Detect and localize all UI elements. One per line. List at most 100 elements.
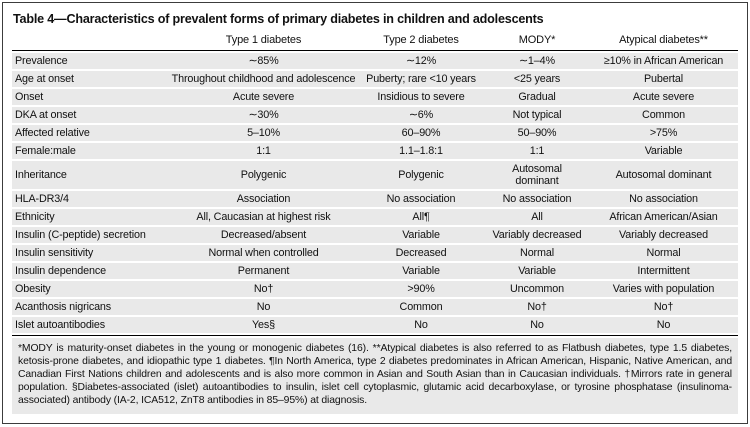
table-cell: ∼1–4% [519, 54, 555, 67]
table-row: DKA at onset ∼30% ∼6% Not typical Common [12, 107, 738, 123]
table-cell: Varies with population [612, 282, 715, 295]
table-cell: No [530, 318, 544, 331]
table-cell: Acute severe [632, 90, 695, 103]
table-cell: Yes§ [251, 318, 276, 331]
table-cell: ∼12% [405, 54, 437, 67]
table-cell: Throughout childhood and adolescence [171, 72, 356, 85]
table-cell: Variable [518, 264, 556, 277]
table-cell: No association [502, 192, 572, 205]
table-row: Ethnicity All, Caucasian at highest risk A… [12, 209, 738, 225]
table-cell: Acute severe [232, 90, 295, 103]
table-cell: All [531, 210, 543, 223]
row-label: Insulin sensitivity [15, 246, 94, 259]
table-cell: No association [629, 192, 698, 205]
table-row: Acanthosis nigricans No Common No† No† [12, 299, 738, 315]
table-row: Insulin dependence Permanent Variable Varia… [12, 263, 738, 279]
row-label: Affected relative [15, 126, 90, 139]
table-cell: No association [386, 192, 456, 205]
table-cell: >75% [649, 126, 678, 139]
row-label: DKA at onset [15, 108, 77, 121]
table-cell: Permanent [237, 264, 290, 277]
table-row: Insulin (C-peptide) secretion Decreased/a… [12, 227, 738, 243]
table-cell: Autosomal dominant [512, 162, 562, 187]
table-row: Prevalence ∼85% ∼12% ∼1–4% ≥10% in African A… [12, 53, 738, 69]
table-cell: Normal [520, 246, 554, 259]
table-row: Age at onset Throughout childhood and ado… [12, 71, 738, 87]
row-label: Islet autoantibodies [15, 318, 106, 331]
table-cell: Variable [644, 144, 683, 157]
table-cell: 1:1 [256, 144, 271, 157]
table-row: Inheritance Polygenic Polygenic Autosomal d… [12, 161, 738, 189]
table-row: Female:male 1:1 1.1–1.8:1 1:1 Variable [12, 143, 738, 159]
table-cell: 1:1 [529, 144, 545, 157]
row-label: Age at onset [15, 72, 74, 85]
table-cell: 50–90% [517, 126, 557, 139]
table-cell: ∼30% [248, 108, 279, 121]
table-cell: No [256, 300, 271, 313]
row-label: HLA-DR3/4 [15, 192, 69, 205]
table-cell: Common [399, 300, 443, 313]
column-header-atypical: Atypical diabetes** [619, 34, 708, 46]
table-cell: Gradual [518, 90, 556, 103]
table-cell: >90% [407, 282, 435, 295]
column-header-type2: Type 2 diabetes [383, 34, 459, 46]
table-cell: Puberty; rare <10 years [366, 72, 476, 85]
table-title: Table 4—Characteristics of prevalent for… [13, 12, 544, 26]
table-cell: ∼6% [408, 108, 434, 121]
table-body: Prevalence ∼85% ∼12% ∼1–4% ≥10% in African A… [12, 53, 738, 333]
table-cell: Decreased [395, 246, 447, 259]
row-label: Insulin (C-peptide) secretion [15, 228, 146, 241]
table-cell: No† [527, 300, 547, 313]
table-cell: No† [653, 300, 674, 313]
table-cell: Insidious to severe [377, 90, 465, 103]
column-header-type1: Type 1 diabetes [225, 34, 302, 46]
table-cell: Autosomal dominant [615, 168, 712, 181]
table-cell: Decreased/absent [220, 228, 307, 241]
row-label: Inheritance [15, 168, 67, 181]
table-cell: <25 years [513, 72, 561, 85]
table-cell: No [414, 318, 428, 331]
row-label: Female:male [15, 144, 76, 157]
table-cell: Association [236, 192, 291, 205]
row-label: Onset [15, 90, 44, 103]
table-cell: Common [642, 108, 685, 121]
column-header-mody: MODY* [518, 34, 556, 46]
table-cell: Variably decreased [492, 228, 582, 241]
row-label: Obesity [15, 282, 51, 295]
table-cell: Polygenic [398, 168, 444, 181]
table-cell: Normal [646, 246, 681, 259]
table-row: Insulin sensitivity Normal when controlle… [12, 245, 738, 261]
table-cell: Pubertal [643, 72, 683, 85]
table-header-row: Type 1 diabetes Type 2 diabetes MODY* At… [12, 34, 738, 51]
table-row: Onset Acute severe Insidious to severe Grad… [12, 89, 738, 105]
row-label: Prevalence [15, 54, 68, 67]
table-cell: Intermittent [637, 264, 690, 277]
table-row: Obesity No† >90% Uncommon Varies with popula… [12, 281, 738, 297]
table-cell: Normal when controlled [208, 246, 319, 259]
table-cell: 60–90% [401, 126, 441, 139]
table-row: Islet autoantibodies Yes§ No No No [12, 317, 738, 333]
table-cell: ∼85% [248, 54, 279, 67]
table-cell: Uncommon [509, 282, 564, 295]
table-cell: Polygenic [240, 168, 287, 181]
table-cell: 5–10% [247, 126, 280, 139]
row-label: Acanthosis nigricans [15, 300, 112, 313]
row-label: Insulin dependence [15, 264, 106, 277]
footnote-divider [12, 335, 738, 336]
table-row: HLA-DR3/4 Association No association No ass… [12, 191, 738, 207]
table-cell: Variable [402, 228, 440, 241]
table-cell: 1.1–1.8:1 [399, 144, 443, 157]
table-cell: No† [253, 282, 274, 295]
table-cell: All¶ [412, 210, 430, 223]
table-cell: ≥10% in African American [603, 54, 724, 67]
table-cell: Variable [402, 264, 440, 277]
table-cell: All, Caucasian at highest risk [196, 210, 331, 223]
table-cell: Not typical [512, 108, 562, 121]
table-cell: Variably decreased [619, 228, 708, 241]
row-label: Ethnicity [15, 210, 55, 223]
table-row: Affected relative 5–10% 60–90% 50–90% >75% [12, 125, 738, 141]
table-cell: No [656, 318, 671, 331]
footnotes: *MODY is maturity-onset diabetes in the … [12, 338, 738, 414]
table-cell: African American/Asian [609, 210, 718, 223]
